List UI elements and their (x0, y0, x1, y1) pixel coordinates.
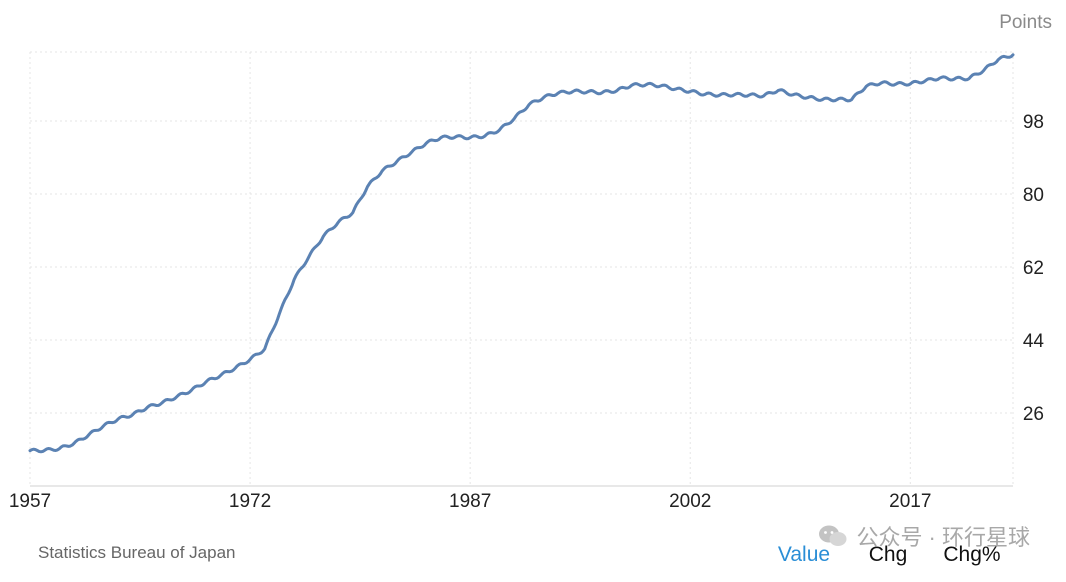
x-tick-label: 1987 (449, 491, 491, 512)
y-tick-label: 80 (1023, 185, 1044, 206)
watermark: 公众号 · 环行星球 (818, 520, 1030, 552)
series (28, 53, 1015, 454)
grid-lines (29, 51, 1014, 486)
x-tick-label: 2017 (889, 491, 931, 512)
x-tick-label: 1972 (229, 491, 271, 512)
y-tick-label: 62 (1023, 258, 1044, 279)
series-line (28, 53, 1015, 454)
y-tick-label: 44 (1023, 331, 1045, 352)
x-tick-label: 2002 (669, 491, 711, 512)
x-axis-ticks: 1957 1972 1987 2002 2017 (9, 491, 932, 512)
watermark-text: 公众号 · 环行星球 (856, 525, 1030, 550)
y-tick-label: 98 (1023, 112, 1044, 133)
y-tick-label: 26 (1023, 404, 1044, 425)
wechat-icon (819, 525, 847, 546)
tab-chg-percent[interactable]: Chg% (943, 543, 1001, 566)
y-axis-unit-label: Points (999, 12, 1052, 33)
data-source-label: Statistics Bureau of Japan (38, 543, 236, 562)
y-axis-ticks: 26 44 62 80 98 (1023, 112, 1045, 425)
tab-chg[interactable]: Chg (868, 543, 908, 566)
tab-value[interactable]: Value (777, 543, 831, 566)
view-tabs: Value Chg Chg% (762, 543, 1014, 567)
x-tick-label: 1957 (9, 491, 51, 512)
